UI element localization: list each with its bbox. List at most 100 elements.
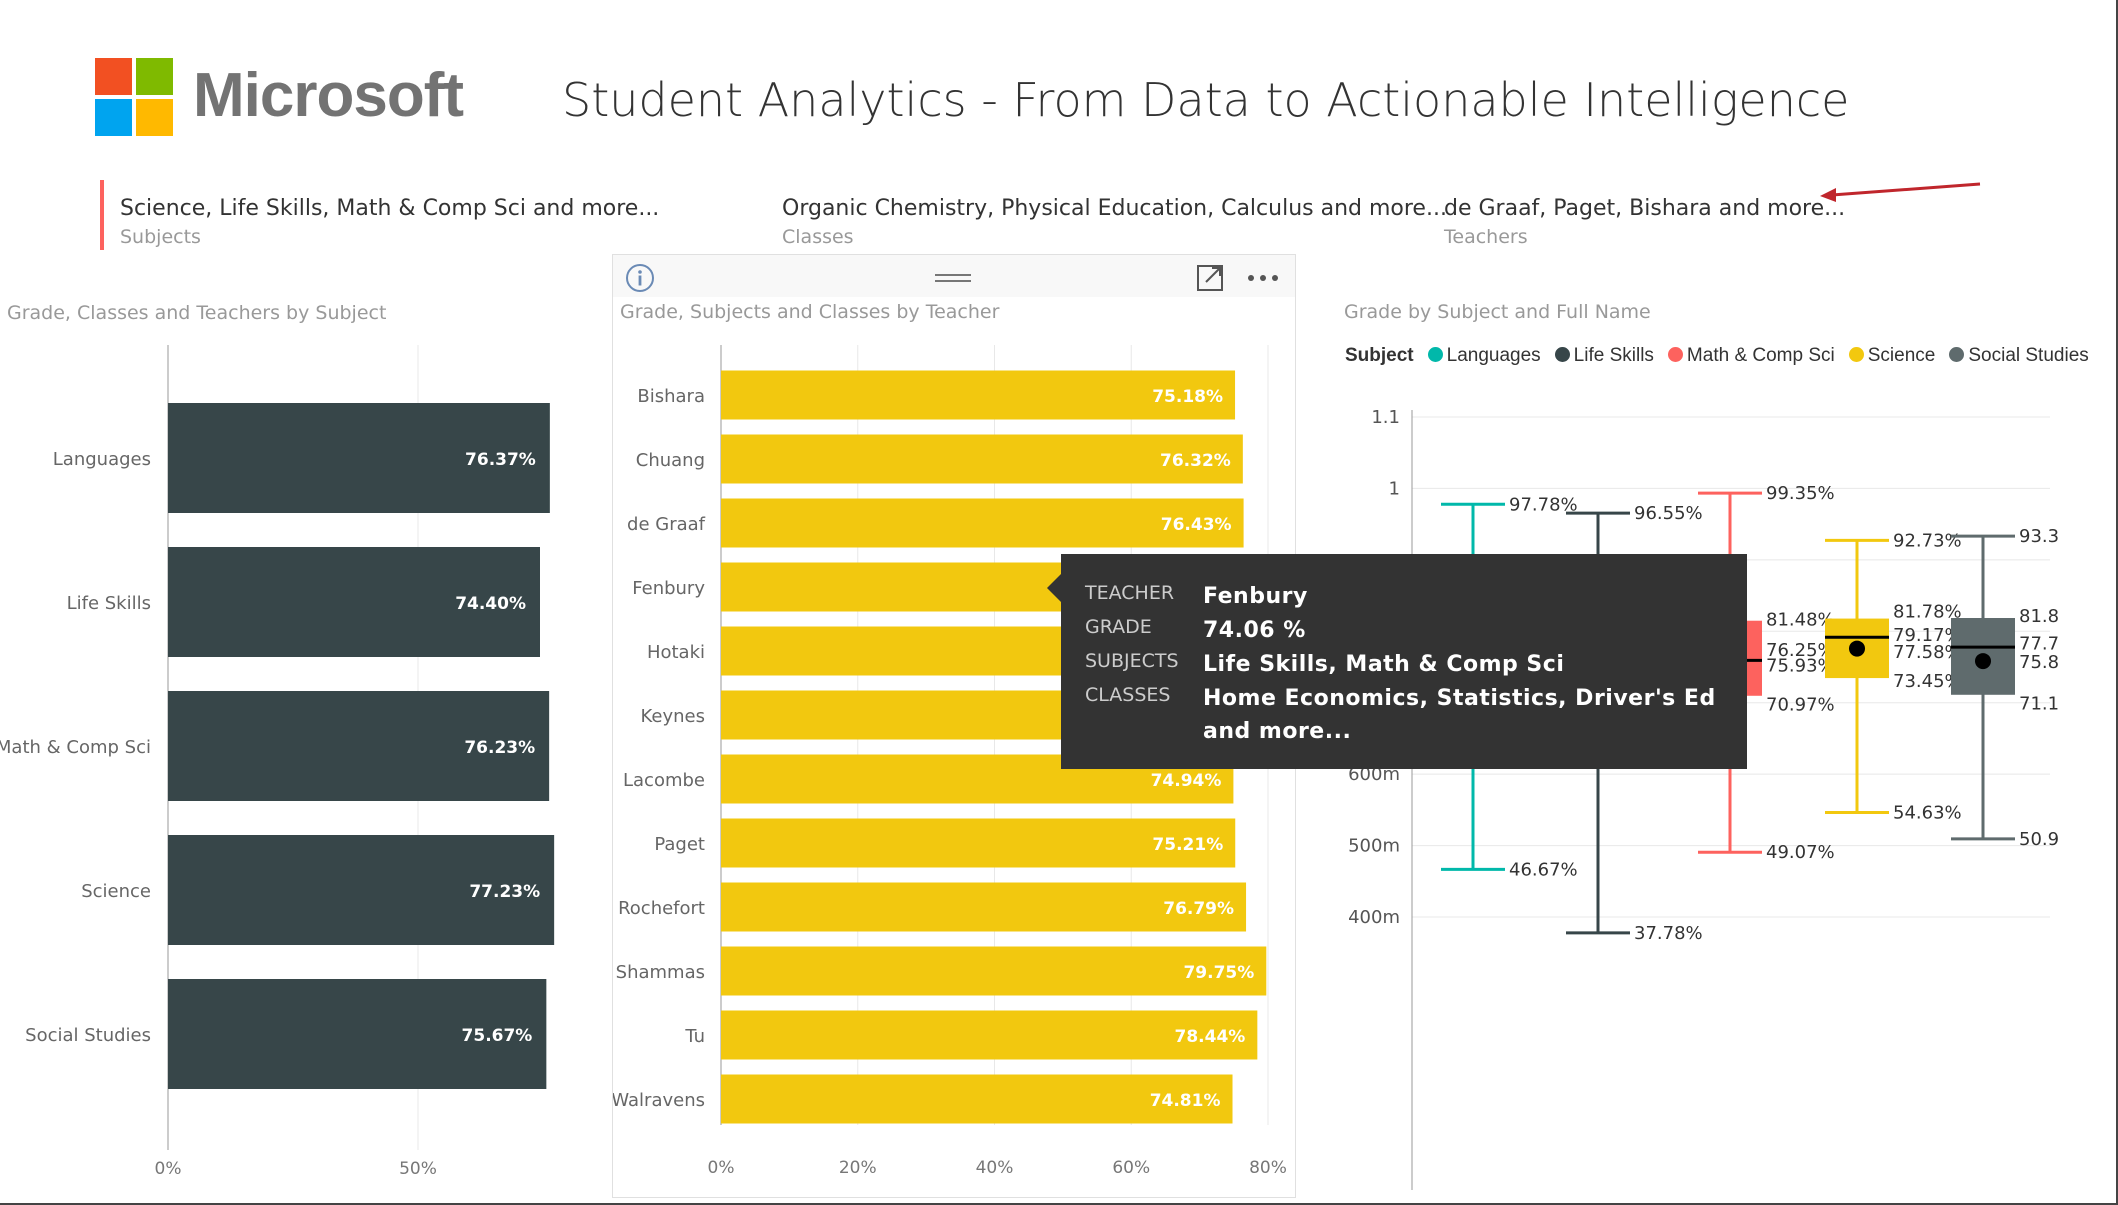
box-data-label: 71.11% <box>2019 693 2060 714</box>
teachers-slicer-value[interactable]: de Graaf, Paget, Bishara and more... <box>1444 196 1846 221</box>
hover-tooltip: TEACHER Fenbury GRADE 74.06 % SUBJECTS L… <box>1047 554 1747 769</box>
y-tick-label: 500m <box>1348 836 1400 857</box>
legend-label: Social Studies <box>1968 345 2089 366</box>
logo-square-yellow <box>136 99 173 136</box>
data-label: 79.75% <box>1183 963 1254 983</box>
box-data-label: 76.25% <box>1766 640 1835 661</box>
y-tick-label: 600m <box>1348 764 1400 785</box>
legend-dot <box>1554 347 1570 362</box>
box-data-label: 70.97% <box>1766 694 1835 715</box>
box-data-label: 81.86% <box>2019 606 2060 627</box>
legend-title: Subject <box>1345 345 1414 366</box>
tooltip-value: Fenbury <box>1203 584 1308 609</box>
category-label: Paget <box>654 834 705 855</box>
box-data-label: 96.55% <box>1634 503 1703 524</box>
x-tick-label: 50% <box>399 1159 437 1179</box>
mean-marker <box>1975 653 1991 670</box>
category-label: Lacombe <box>623 770 705 791</box>
classes-slicer[interactable]: Organic Chemistry, Physical Education, C… <box>762 180 1447 250</box>
classes-slicer-label: Classes <box>782 226 854 248</box>
category-label: Math & Comp Sci <box>0 737 151 758</box>
legend-label: Math & Comp Sci <box>1686 345 1835 366</box>
category-label: Fenbury <box>632 578 705 599</box>
box-data-label: 37.78% <box>1634 923 1703 944</box>
category-label: de Graaf <box>627 514 706 535</box>
data-label: 76.23% <box>464 738 535 758</box>
category-label: Science <box>81 881 151 902</box>
subject-bar-chart[interactable]: 76.37% Languages 74.40% Life Skills 76.23% Ma… <box>0 340 600 1190</box>
box-data-label: 92.73% <box>1893 530 1962 551</box>
tooltip-value: 74.06 % <box>1203 618 1306 643</box>
bar <box>721 434 1243 484</box>
category-label: Walravens <box>613 1090 705 1111</box>
bar <box>721 818 1236 868</box>
data-label: 76.32% <box>1160 451 1231 471</box>
tooltip-value: Life Skills, Math & Comp Sci <box>1203 652 1565 677</box>
data-label: 74.94% <box>1151 771 1222 791</box>
legend-item-life-skills[interactable]: Life Skills <box>1554 345 1654 367</box>
tooltip-key: SUBJECTS <box>1085 650 1179 672</box>
data-label: 77.23% <box>469 882 540 902</box>
annotation-arrow <box>1820 182 1981 202</box>
more-options-icon[interactable] <box>1246 270 1280 286</box>
x-tick-label: 0% <box>155 1159 182 1179</box>
box-data-label: 93.33% <box>2019 526 2060 547</box>
info-icon[interactable] <box>624 262 656 294</box>
box-data-label: 75.83% <box>2019 652 2060 673</box>
microsoft-logo <box>95 58 173 136</box>
box-data-label: 77.78% <box>2019 634 2060 655</box>
legend-item-languages[interactable]: Languages <box>1427 345 1541 367</box>
subjects-slicer[interactable]: Science, Life Skills, Math & Comp Sci an… <box>100 180 720 250</box>
legend-item-social-studies[interactable]: Social Studies <box>1949 345 2089 367</box>
data-label: 75.67% <box>462 1026 533 1046</box>
box-data-label: 97.78% <box>1509 494 1578 515</box>
box-data-label: 81.78% <box>1893 601 1962 622</box>
data-label: 76.37% <box>465 450 536 470</box>
data-label: 76.43% <box>1161 515 1232 535</box>
focus-mode-icon[interactable] <box>1196 264 1224 292</box>
report-title: Student Analytics - From Data to Actiona… <box>562 73 1850 127</box>
category-label: Social Studies <box>25 1025 151 1046</box>
bar <box>168 691 550 801</box>
category-label: Tu <box>684 1026 705 1047</box>
bar <box>721 882 1247 932</box>
data-label: 78.44% <box>1175 1027 1246 1047</box>
x-tick-label: 80% <box>1249 1158 1287 1178</box>
box-data-label: 50.93% <box>2019 829 2060 850</box>
subjects-slicer-label: Subjects <box>120 226 201 248</box>
logo-square-blue <box>95 99 132 136</box>
box-data-label: 99.35% <box>1766 483 1835 504</box>
category-label: Life Skills <box>67 593 151 614</box>
legend-item-math[interactable]: Math & Comp Sci <box>1667 345 1835 367</box>
legend-label: Languages <box>1446 345 1541 366</box>
data-label: 76.79% <box>1163 899 1234 919</box>
category-label: Keynes <box>641 706 706 727</box>
legend-label: Science <box>1867 345 1936 366</box>
box-data-label: 77.58% <box>1893 642 1962 663</box>
legend-dot <box>1848 347 1864 362</box>
category-label: Hotaki <box>647 642 705 663</box>
category-label: Shammas <box>616 962 705 983</box>
data-label: 74.81% <box>1150 1091 1221 1111</box>
box-data-label: 79.17% <box>1893 625 1962 646</box>
legend-dot <box>1949 347 1965 362</box>
drag-handle-icon[interactable] <box>935 272 971 284</box>
left-chart-title: Grade, Classes and Teachers by Subject <box>7 302 387 324</box>
bar <box>168 403 550 513</box>
teachers-slicer[interactable]: de Graaf, Paget, Bishara and more... Tea… <box>1424 180 1846 250</box>
grade-box-chart[interactable]: 400m500m600m700m11.197.78%69.54%46.67%96… <box>1330 395 2060 1195</box>
x-tick-label: 0% <box>708 1158 735 1178</box>
x-tick-label: 60% <box>1112 1158 1150 1178</box>
category-label: Rochefort <box>618 898 705 919</box>
legend-item-science[interactable]: Science <box>1848 345 1936 367</box>
teachers-slicer-label: Teachers <box>1444 226 1528 248</box>
subjects-slicer-value[interactable]: Science, Life Skills, Math & Comp Sci an… <box>120 196 660 221</box>
category-label: Languages <box>53 449 151 470</box>
teacher-bar-chart[interactable]: 75.18% Bishara 76.32% Chuang 76.43% de Graaf F… <box>613 340 1295 1190</box>
classes-slicer-value[interactable]: Organic Chemistry, Physical Education, C… <box>782 196 1447 221</box>
bar <box>721 1074 1233 1124</box>
box-legend: Subject Languages Life Skills Math & Com… <box>1345 345 2089 367</box>
box-data-label: 81.48% <box>1766 609 1835 630</box>
data-label: 74.40% <box>455 594 526 614</box>
bar <box>721 1010 1258 1060</box>
